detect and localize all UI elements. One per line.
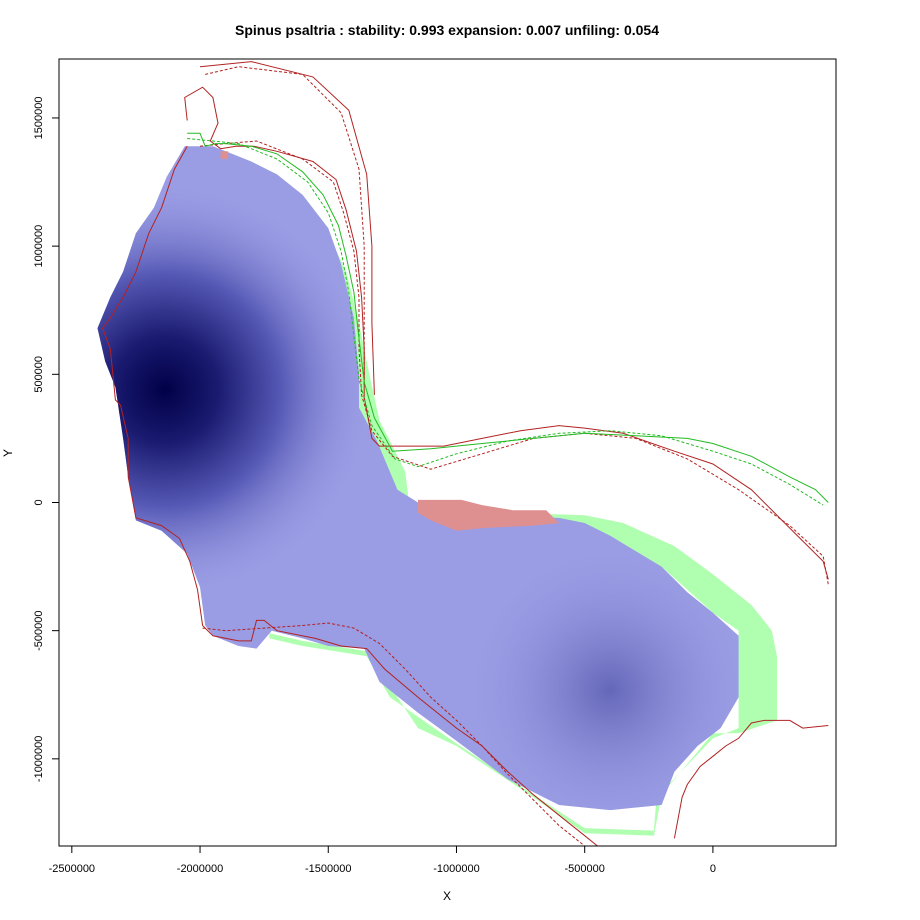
y-tick-label: -500000 <box>33 610 45 650</box>
west-outline <box>102 145 204 626</box>
y-axis-label: Y <box>1 449 15 457</box>
y-tick-label: 500000 <box>33 356 45 393</box>
y-axis: -1000000 -500000 0 500000 1000000 1500000 <box>33 97 60 783</box>
y-tick-label: -1000000 <box>33 736 45 783</box>
native-north-outline-dashed <box>205 66 365 388</box>
density-gradient <box>97 146 739 811</box>
x-tick-label: -500000 <box>565 863 605 875</box>
x-axis-label: X <box>443 889 451 903</box>
y-tick-label: 0 <box>33 499 45 505</box>
y-tick-label: 1500000 <box>33 97 45 140</box>
x-tick-label: 0 <box>710 863 716 875</box>
density-overlay <box>97 146 739 811</box>
native-north-outline-solid <box>199 61 375 395</box>
plot-area <box>97 61 829 846</box>
invaded-outline-dashed <box>187 138 824 506</box>
y-tick-label: 1000000 <box>33 225 45 268</box>
southeast-outline-solid <box>673 719 829 839</box>
x-tick-label: -1000000 <box>433 863 480 875</box>
density-peak-east <box>97 146 739 811</box>
invaded-outline-solid <box>187 132 829 503</box>
native-outline-dashed <box>199 140 829 585</box>
x-tick-label: -2000000 <box>177 863 224 875</box>
x-tick-label: -1500000 <box>305 863 352 875</box>
chart-title: Spinus psaltria : stability: 0.993 expan… <box>235 22 659 38</box>
x-tick-label: -2500000 <box>49 863 96 875</box>
range-outlines <box>102 61 829 846</box>
x-axis: -2500000 -2000000 -1500000 -1000000 -500000 0 <box>49 845 716 875</box>
southwest-outline-solid <box>202 619 598 846</box>
